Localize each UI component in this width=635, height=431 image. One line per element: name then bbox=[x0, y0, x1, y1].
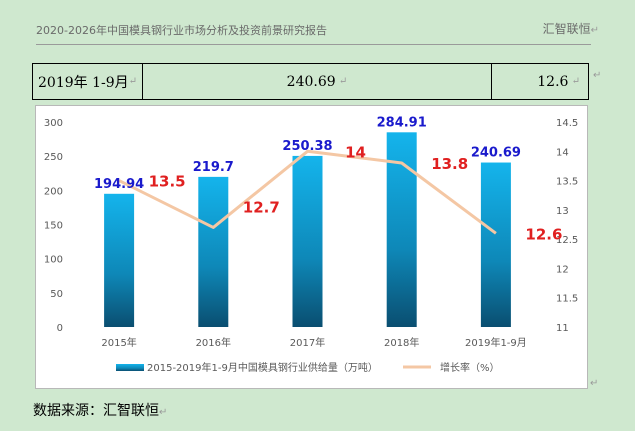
table-cell-rate: 12.6 ↵ bbox=[492, 64, 588, 99]
y-right-tick-label: 12.5 bbox=[556, 235, 578, 246]
y-left-tick-label: 250 bbox=[44, 152, 63, 163]
paragraph-mark-icon: ↵ bbox=[159, 407, 168, 418]
x-tick-label: 2015年 bbox=[101, 336, 136, 349]
paragraph-mark-icon: ↵ bbox=[568, 76, 580, 87]
combo-chart: 0 50 100 150 200 250 300 11 11.5 12 12.5 13 13.5 14 1… bbox=[44, 115, 578, 374]
supply-data-label: 194.94 bbox=[94, 177, 144, 192]
y-left-tick-label: 300 bbox=[44, 118, 63, 129]
header-brand: 汇智联恒↵ bbox=[543, 20, 599, 37]
growth-rate-data-label: 14 bbox=[345, 143, 366, 161]
page-header: 2020-2026年中国模具钢行业市场分析及投资前景研究报告 汇智联恒↵ bbox=[0, 0, 635, 46]
y-right-tick-label: 13 bbox=[556, 206, 569, 217]
legend-rate-label: 增长率（%） bbox=[440, 361, 500, 374]
paragraph-mark-icon: ↵ bbox=[128, 76, 138, 87]
supply-data-label: 284.91 bbox=[377, 115, 427, 130]
y-right-tick-label: 11 bbox=[556, 323, 569, 334]
paragraph-mark-icon: ↵ bbox=[335, 76, 348, 87]
growth-rate-data-label: 13.5 bbox=[149, 173, 186, 191]
y-right-tick-label: 13.5 bbox=[556, 177, 578, 188]
y-left-tick-label: 200 bbox=[44, 186, 63, 197]
y-left-tick-label: 100 bbox=[44, 255, 63, 266]
supply-text: 240.69 bbox=[286, 73, 336, 90]
supply-bar[interactable] bbox=[104, 193, 135, 327]
supply-data-label: 250.38 bbox=[282, 139, 332, 154]
y-left-tick-label: 0 bbox=[57, 323, 63, 334]
x-tick-label: 2017年 bbox=[290, 336, 325, 349]
growth-rate-line[interactable] bbox=[118, 149, 497, 235]
table-cell-period: 2019年 1-9月 ↵ bbox=[33, 64, 143, 99]
period-text: 2019年 1-9月 bbox=[38, 74, 129, 91]
x-tick-label: 2016年 bbox=[196, 336, 231, 349]
supply-bar[interactable] bbox=[292, 155, 323, 327]
chart-container[interactable]: 0 50 100 150 200 250 300 11 11.5 12 12.5 13 13.5 14 1… bbox=[35, 105, 588, 389]
supply-bar[interactable] bbox=[198, 176, 229, 327]
paragraph-mark-icon: ↵ bbox=[590, 378, 599, 389]
growth-rate-data-label: 12.7 bbox=[243, 198, 280, 216]
x-tick-label: 2019年1-9月 bbox=[465, 336, 527, 349]
y-right-tick-label: 14 bbox=[556, 147, 569, 158]
supply-data-label: 219.7 bbox=[193, 160, 234, 175]
source-text: 数据来源：汇智联恒 bbox=[33, 403, 159, 419]
y-left-tick-label: 50 bbox=[50, 289, 63, 300]
brand-text: 汇智联恒 bbox=[542, 22, 591, 36]
summary-table: 2019年 1-9月 ↵ 240.69 ↵ 12.6 ↵ bbox=[32, 63, 589, 100]
rate-text: 12.6 bbox=[537, 73, 569, 90]
source-note: 数据来源：汇智联恒↵ bbox=[33, 400, 167, 420]
header-divider bbox=[36, 44, 591, 45]
x-tick-label: 2018年 bbox=[384, 336, 419, 349]
paragraph-mark-icon: ↵ bbox=[593, 70, 602, 81]
growth-rate-data-label: 12.6 bbox=[525, 225, 562, 243]
y-right-tick-label: 11.5 bbox=[556, 294, 578, 305]
y-right-tick-label: 12 bbox=[556, 264, 569, 275]
report-title: 2020-2026年中国模具钢行业市场分析及投资前景研究报告 bbox=[36, 24, 327, 37]
supply-data-label: 240.69 bbox=[471, 146, 521, 161]
legend-supply-label: 2015-2019年1-9月中国模具钢行业供给量（万吨） bbox=[147, 361, 378, 374]
supply-bar[interactable] bbox=[480, 162, 511, 327]
table-cell-supply: 240.69 ↵ bbox=[143, 64, 493, 99]
growth-rate-data-label: 13.8 bbox=[431, 155, 468, 173]
paragraph-mark-icon: ↵ bbox=[590, 25, 599, 36]
y-right-tick-label: 14.5 bbox=[556, 118, 578, 129]
legend-bar-swatch bbox=[116, 364, 144, 371]
y-left-tick-label: 150 bbox=[44, 221, 63, 232]
